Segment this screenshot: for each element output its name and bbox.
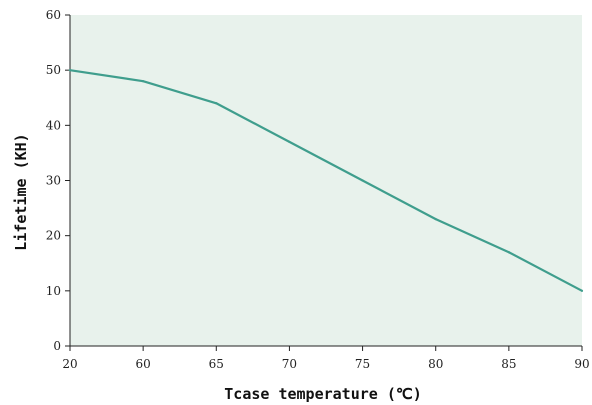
x-tick-label: 60 bbox=[136, 357, 151, 371]
y-axis-title: Lifetime (KH) bbox=[12, 133, 30, 250]
data-point bbox=[215, 102, 218, 105]
x-tick-label: 90 bbox=[574, 357, 589, 371]
x-tick-label: 85 bbox=[501, 357, 516, 371]
x-tick-label: 80 bbox=[428, 357, 443, 371]
y-tick-label: 30 bbox=[46, 174, 61, 188]
x-axis-ticks: 20 60 65 70 75 80 85 90 bbox=[62, 346, 590, 371]
series-group bbox=[68, 69, 584, 292]
data-point bbox=[68, 69, 72, 72]
y-tick-label: 50 bbox=[46, 63, 61, 77]
x-tick-label: 65 bbox=[209, 357, 224, 371]
data-point bbox=[142, 80, 145, 83]
y-tick-label: 0 bbox=[53, 339, 61, 353]
y-tick-label: 20 bbox=[46, 229, 61, 243]
data-point bbox=[361, 179, 364, 182]
x-tick-label: 20 bbox=[62, 357, 77, 371]
data-point bbox=[507, 251, 510, 254]
y-tick-label: 40 bbox=[46, 118, 61, 132]
x-tick-label: 75 bbox=[355, 357, 370, 371]
x-tick-label: 70 bbox=[282, 357, 297, 371]
y-tick-label: 10 bbox=[46, 284, 61, 298]
x-axis-title: Tcase temperature (℃) bbox=[224, 385, 421, 403]
y-axis-ticks: 0 10 20 30 40 50 60 bbox=[46, 8, 70, 353]
plot-area bbox=[70, 15, 582, 346]
data-point bbox=[580, 289, 584, 292]
series-line bbox=[69, 69, 583, 292]
y-tick-label: 60 bbox=[46, 8, 61, 22]
data-point bbox=[434, 218, 437, 221]
data-point bbox=[288, 140, 291, 143]
